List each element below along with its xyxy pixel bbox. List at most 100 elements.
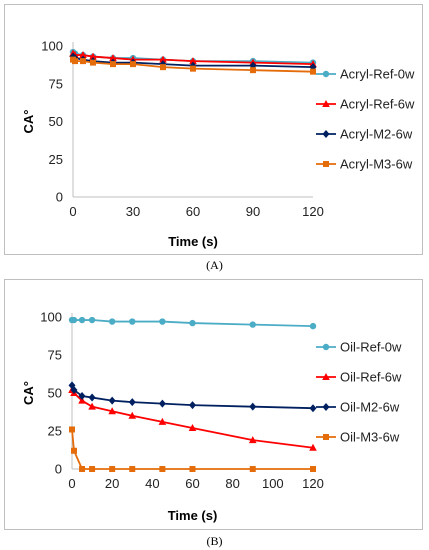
- series-line: [72, 58, 314, 73]
- legend-item: Oil-Ref-0w: [316, 340, 402, 355]
- legend-label: Oil-Ref-6w: [340, 370, 402, 385]
- y-tick-label: 50: [48, 386, 62, 401]
- x-tick-label: 20: [105, 476, 119, 491]
- data-point: [79, 51, 87, 59]
- data-point: [159, 55, 167, 63]
- x-tick-label: 120: [302, 204, 324, 219]
- y-axis-title: CA°: [21, 110, 36, 134]
- data-point: [72, 58, 78, 65]
- data-point: [190, 65, 196, 72]
- data-point: [109, 54, 117, 62]
- y-tick-label: 0: [55, 462, 62, 477]
- series-line: [72, 319, 314, 328]
- x-axis-title: Time (s): [168, 508, 218, 523]
- data-point: [129, 466, 136, 472]
- data-point: [189, 319, 196, 327]
- data-point: [70, 385, 78, 394]
- legend-item: Oil-M2-6w: [316, 400, 400, 415]
- chart-panel-a: 0 25 50 75 100 0 30 60 90 120 Time (s) CA° Acryl-Ref…: [4, 4, 423, 272]
- series-Oil-M2-6w: [68, 381, 317, 413]
- legend-marker: [322, 130, 330, 138]
- data-point: [250, 67, 256, 74]
- chart-b: 0 25 50 75 100 0 20 40 60 80 100 120 Time (s) CA° Oil-…: [21, 310, 402, 524]
- data-point: [88, 393, 96, 402]
- x-tick-label: 30: [126, 204, 140, 219]
- data-point: [78, 396, 86, 404]
- series-Acryl-M3-6w: [70, 56, 316, 75]
- series-Oil-Ref-0w: [68, 316, 317, 330]
- chart-panel-b: 0 25 50 75 100 0 20 40 60 80 100 120 Time (s) CA° Oil-…: [0, 275, 429, 550]
- legend-item: Oil-Ref-6w: [316, 370, 402, 385]
- data-point: [310, 68, 316, 75]
- data-point: [71, 447, 78, 454]
- data-point: [79, 466, 86, 472]
- data-point: [88, 402, 96, 410]
- legend-item: Acryl-Ref-0w: [316, 67, 415, 82]
- data-point: [78, 392, 86, 401]
- y-tick-label: 50: [49, 114, 63, 129]
- data-point: [309, 404, 317, 413]
- x-tick-label: 60: [185, 476, 199, 491]
- legend-label: Oil-M3-6w: [340, 430, 400, 445]
- y-axis-title: CA°: [21, 381, 36, 405]
- data-point: [128, 398, 136, 407]
- data-point: [249, 466, 256, 472]
- data-point: [189, 401, 196, 410]
- legend-marker: [322, 343, 330, 351]
- legend-marker: [323, 434, 329, 440]
- chart-a: 0 25 50 75 100 0 30 60 90 120 Time (s) CA° Acryl-Ref…: [21, 39, 415, 250]
- x-tick-label: 60: [186, 204, 200, 219]
- chart-frame-b: [4, 279, 423, 530]
- series-line: [71, 429, 313, 470]
- series-line: [71, 385, 314, 410]
- data-point: [70, 316, 78, 324]
- legend-marker: [322, 100, 330, 107]
- data-point: [69, 426, 75, 433]
- data-point: [109, 466, 116, 472]
- legend-item: Acryl-M3-6w: [316, 157, 413, 172]
- data-point: [310, 466, 316, 472]
- series-line: [72, 52, 314, 66]
- panel-label-b: (B): [206, 534, 223, 548]
- data-point: [309, 322, 317, 330]
- y-tick-label: 100: [41, 39, 63, 54]
- legend-label: Oil-Ref-0w: [340, 340, 402, 355]
- data-point: [160, 64, 166, 71]
- data-point: [88, 316, 96, 324]
- legend-label: Acryl-Ref-0w: [340, 67, 415, 82]
- x-tick-label: 90: [246, 204, 260, 219]
- y-tick-label: 25: [49, 152, 63, 167]
- data-point: [108, 396, 116, 405]
- legend-label: Acryl-M2-6w: [340, 127, 413, 142]
- data-point: [189, 466, 196, 472]
- data-point: [248, 436, 257, 444]
- series-Oil-Ref-6w: [68, 385, 317, 451]
- panel-label-a: (A): [206, 258, 223, 272]
- x-tick-label: 100: [262, 476, 284, 491]
- data-point: [129, 318, 136, 325]
- chart-frame-a: [4, 4, 423, 255]
- data-point: [158, 399, 166, 408]
- data-point: [158, 417, 167, 425]
- y-tick-label: 0: [56, 190, 63, 205]
- legend-label: Acryl-Ref-6w: [340, 97, 415, 112]
- legend-marker: [322, 70, 330, 78]
- x-tick-label: 120: [302, 476, 324, 491]
- data-point: [78, 316, 86, 324]
- data-point: [249, 402, 257, 411]
- y-tick-label: 25: [48, 424, 62, 439]
- data-point: [309, 443, 317, 451]
- data-point: [89, 466, 96, 472]
- data-point: [249, 321, 256, 328]
- series-line: [72, 55, 314, 69]
- data-point: [159, 318, 166, 325]
- x-tick-label: 0: [69, 204, 76, 219]
- legend-marker: [322, 373, 330, 380]
- data-point: [110, 61, 116, 68]
- data-point: [128, 411, 137, 419]
- x-tick-label: 40: [145, 476, 159, 491]
- legend-item: Acryl-M2-6w: [316, 127, 413, 142]
- x-tick-label: 0: [68, 476, 75, 491]
- y-tick-label: 75: [48, 348, 62, 363]
- data-point: [80, 58, 86, 65]
